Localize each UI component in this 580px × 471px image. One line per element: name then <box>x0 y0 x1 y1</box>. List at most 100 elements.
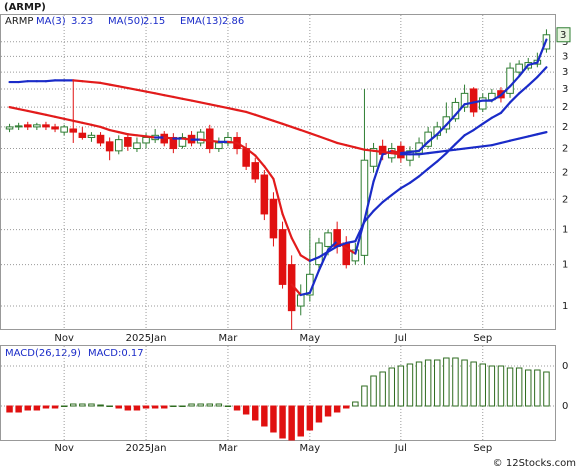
ma-line <box>399 181 412 190</box>
macd-bar <box>124 405 132 411</box>
ma-line <box>427 160 439 170</box>
candle-body <box>114 139 123 152</box>
ma-line <box>99 125 111 132</box>
ma-line <box>372 149 384 154</box>
macd-bar <box>33 405 41 411</box>
macd-bar <box>497 365 505 407</box>
x-tick-label: Mar <box>219 333 239 344</box>
ma-line <box>336 141 348 147</box>
macd-bar <box>215 403 223 407</box>
candle-body <box>506 67 514 94</box>
macd-bar <box>515 367 523 407</box>
candle-body <box>369 148 378 167</box>
ma-line <box>490 94 503 102</box>
ma-line <box>427 133 439 143</box>
macd-bar <box>306 405 314 431</box>
ma-line <box>263 165 275 181</box>
ma-line <box>281 122 293 129</box>
ma-line <box>154 92 166 97</box>
macd-bar <box>343 405 350 409</box>
ma-line <box>390 152 402 156</box>
ma-line <box>144 90 157 95</box>
candle-body <box>324 232 332 247</box>
candle-body <box>133 142 141 150</box>
candle-body <box>215 142 223 150</box>
ma-line <box>336 241 348 248</box>
ma-line <box>35 111 48 116</box>
macd-legend: MACD:0.17 <box>88 348 144 359</box>
macd-bar <box>397 365 405 407</box>
ma-line <box>281 212 293 239</box>
ma-line <box>235 141 248 150</box>
ma-line <box>90 123 102 129</box>
ma-line <box>399 150 412 155</box>
macd-bar <box>506 367 514 407</box>
macd-bar <box>42 405 50 409</box>
ma-line <box>463 128 475 137</box>
ma-line <box>208 139 220 143</box>
ma-line <box>317 135 330 141</box>
ma-line <box>272 119 284 125</box>
price-tag-box <box>556 27 571 43</box>
candle-body <box>5 126 14 130</box>
ma-line <box>490 111 503 119</box>
candle-body <box>515 63 523 73</box>
ma-line <box>417 152 430 156</box>
ma-line <box>90 80 102 85</box>
candle-body <box>124 136 132 147</box>
legend-label: EMA(13) <box>180 16 222 27</box>
macd-bar <box>424 359 432 407</box>
ma-line <box>390 149 402 155</box>
candle-body <box>406 150 414 161</box>
ma-line <box>345 247 357 255</box>
ma-line <box>527 61 539 67</box>
macd-bar <box>197 403 204 407</box>
ma-line <box>436 149 448 154</box>
x-tick-label: May <box>300 333 321 344</box>
candle-body <box>260 174 269 215</box>
candle-body <box>69 128 78 133</box>
ma-line <box>254 113 266 119</box>
macd-bar <box>51 405 59 409</box>
ma-line <box>536 131 548 136</box>
ma-line <box>518 63 530 78</box>
ma-line <box>427 150 439 155</box>
ma-line <box>536 66 548 79</box>
y-tick-label: 2 <box>562 122 568 133</box>
ma-line <box>272 177 284 216</box>
ma-line <box>345 144 357 149</box>
ma-line <box>299 291 311 297</box>
ma-line <box>508 137 521 142</box>
ma-line <box>308 132 321 138</box>
candle-body <box>315 242 323 266</box>
ma-line <box>445 113 457 126</box>
ma-line <box>527 133 539 138</box>
candle-body <box>442 116 451 130</box>
ma-line <box>26 109 38 114</box>
y-tick-label: 1 <box>562 301 568 312</box>
ma-line <box>17 107 29 113</box>
x-tick-label: Jul <box>394 443 407 454</box>
x-tick-label: Sep <box>473 333 492 344</box>
ma-line <box>8 106 20 111</box>
ma-line <box>235 108 248 114</box>
ma-line <box>436 152 448 163</box>
ma-line <box>290 283 302 297</box>
ma-line <box>408 175 421 184</box>
credit: © 12Stocks.com <box>493 458 576 469</box>
x-tick-label: 2025Jan <box>126 333 167 344</box>
macd-bar <box>361 385 368 407</box>
ma-line <box>44 79 57 83</box>
candle-body <box>33 124 41 128</box>
macd-bar <box>352 401 359 407</box>
macd-bar <box>324 405 332 417</box>
ma-line <box>299 254 311 262</box>
ma-line <box>263 116 275 122</box>
ma-line <box>217 105 230 110</box>
ma-line <box>363 148 375 152</box>
candle-body <box>78 132 87 138</box>
candle-body <box>296 294 305 307</box>
price-panel <box>0 14 556 330</box>
macd-bar <box>115 405 122 409</box>
